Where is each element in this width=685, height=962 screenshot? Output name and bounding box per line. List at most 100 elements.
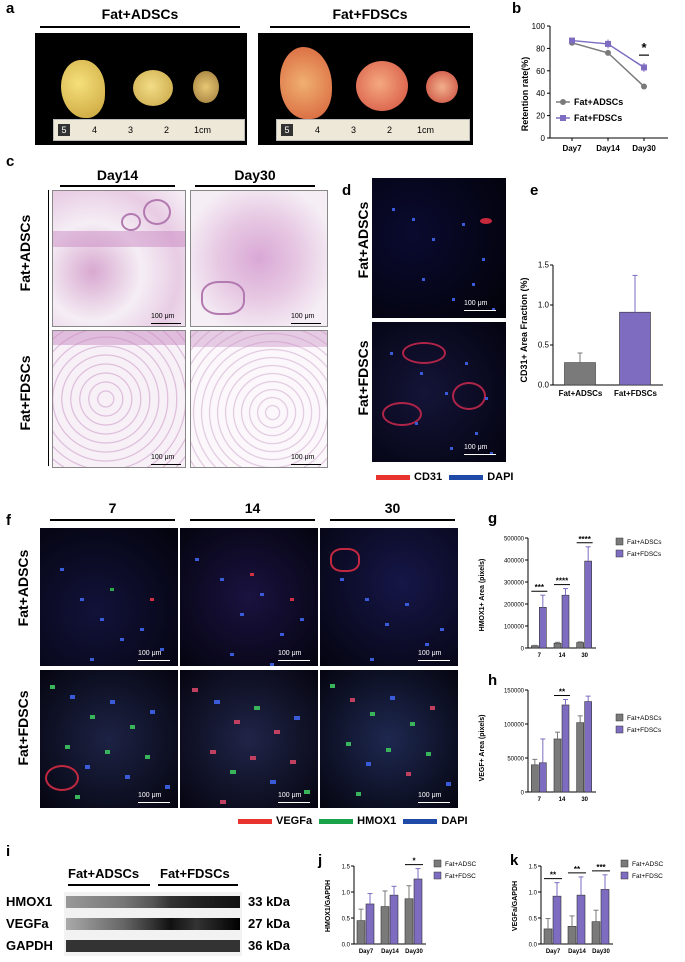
data-point [641, 64, 647, 71]
legend-cd31: CD31 [414, 471, 443, 483]
cell-signal [192, 688, 198, 692]
bar [380, 906, 390, 945]
row-label-adscs-c: Fat+ADSCs [17, 214, 33, 292]
x-tick-label: Day30 [632, 144, 656, 153]
x-tick-label: Fat+ADSCs [559, 389, 603, 398]
scale-bar [464, 310, 496, 311]
legend-label: Fat+ADSCs [627, 715, 662, 722]
ruler-mark: 3 [128, 125, 134, 135]
y-tick-label: 200000 [504, 603, 525, 609]
y-tick-label: 1.5 [538, 261, 550, 270]
legend-label: Fat+FDSC [445, 873, 476, 880]
legend-label: Fat+FDSCs [574, 113, 622, 123]
scale-bar-label: 100 μm [278, 650, 302, 657]
bar [600, 889, 610, 945]
cd31-signal [452, 382, 486, 410]
bar [576, 722, 584, 793]
bar [584, 701, 592, 793]
day-title-14: Day14 [96, 167, 139, 183]
scale-bar-label: 100 μm [278, 792, 302, 799]
scale-bar-label: 100 μm [151, 454, 175, 461]
blot-band-gapdh [66, 940, 240, 952]
scale-bar [464, 454, 496, 455]
bar [531, 764, 539, 793]
cd31-signal [382, 402, 422, 426]
significance-marker: *** [535, 583, 545, 592]
scale-bar-label: 100 μm [151, 313, 175, 320]
day-title-30: Day30 [234, 167, 276, 183]
dapi-swatch [449, 474, 484, 480]
y-tick-label: 300000 [504, 581, 525, 587]
if-image-adscs-day14: 100 μm [180, 528, 318, 666]
legend-dapi: DAPI [487, 471, 514, 483]
y-tick-label: 0 [521, 791, 525, 797]
series-line [571, 42, 645, 88]
panel-label-a: a [6, 0, 15, 17]
if-image-adscs-day7: 100 μm [40, 528, 178, 666]
significance-marker: * [412, 857, 416, 866]
day-underline [60, 185, 175, 187]
chart-e-ylabel: CD31+ Area Fraction (%) [519, 278, 529, 383]
he-image-fdscs-day14: 100 μm [52, 330, 186, 468]
scale-bar-label: 100 μm [291, 313, 315, 320]
cell-nuclei [60, 568, 64, 571]
y-tick-label: 100000 [504, 625, 525, 631]
blot-row-label-hmox1: HMOX1 [6, 894, 53, 909]
scale-bar [278, 660, 310, 661]
tissue-band [191, 331, 327, 347]
y-tick-label: 0.5 [538, 341, 550, 350]
y-tick-label: 500000 [504, 537, 525, 543]
graft-sample [426, 71, 458, 103]
timepoint-title-14: 14 [244, 500, 261, 516]
adipocyte-vacuole [121, 213, 141, 231]
dapi-nuclei [390, 352, 393, 355]
blot-band-hmox1 [66, 896, 240, 908]
fat-graft-photo-adscs: 5 4 3 2 1cm [35, 33, 247, 145]
cd31-image-adscs: 100 μm [372, 178, 506, 318]
vegfa-swatch [238, 818, 272, 824]
x-tick-label: Day14 [596, 144, 620, 153]
chart-h-ylabel: VEGF+ Area (pixels) [479, 715, 486, 782]
bar [561, 704, 570, 793]
x-tick-label: Fat+FDSCs [614, 389, 657, 398]
if-image-fdscs-day7: 100 μm [40, 670, 178, 808]
row-label-fdscs-f: Fat+FDSCs [15, 690, 31, 766]
ruler-mark: 2 [387, 125, 393, 135]
ruler-mark: 4 [92, 125, 98, 135]
stain-legend-d: CD31 DAPI [376, 471, 513, 483]
y-tick-label: 80 [536, 44, 545, 53]
scale-bar-label: 100 μm [464, 300, 488, 307]
chart-j-hmox1-gapdh: HMOX1/GAPDH 0.0 0.5 1.0 1.5 Day7 Day14 Day30 * F… [325, 857, 477, 955]
graft-sample [280, 47, 332, 119]
legend-swatch [615, 537, 624, 546]
dapi-swatch [403, 818, 438, 824]
blot-band-vegfa [66, 918, 240, 930]
scale-bar [138, 660, 170, 661]
legend-label: Fat+FDSCs [627, 727, 662, 734]
chart-b-ylabel: Retention rate(%) [520, 57, 530, 132]
data-point [605, 49, 611, 56]
row-divider [48, 190, 49, 466]
y-tick-label: 50000 [507, 757, 524, 763]
y-tick-label: 0.5 [342, 917, 351, 923]
adipocyte-vacuole [201, 281, 245, 315]
significance-marker: **** [578, 535, 591, 544]
significance-marker: * [641, 40, 647, 55]
panel-label-h: h [488, 672, 498, 689]
he-image-adscs-day14: 100 μm [52, 190, 186, 327]
cd31-signal [402, 342, 446, 364]
ruler-mark: 1cm [194, 125, 212, 135]
y-tick-label: 100 [532, 22, 546, 31]
group-title-fdscs-a: Fat+FDSCs [332, 6, 408, 22]
legend-hmox1: HMOX1 [357, 815, 397, 827]
x-tick-label: Day14 [381, 949, 399, 955]
blot-group-adscs: Fat+ADSCs [68, 866, 140, 881]
timepoint-title-30: 30 [384, 500, 401, 516]
bar [576, 642, 584, 649]
y-tick-label: 100000 [504, 723, 525, 729]
legend-label: Fat+ADSCs [574, 97, 623, 107]
y-tick-label: 0 [521, 647, 525, 653]
bar [561, 594, 570, 649]
if-image-fdscs-day30: 100 μm [320, 670, 458, 808]
cd31-swatch [376, 474, 410, 480]
